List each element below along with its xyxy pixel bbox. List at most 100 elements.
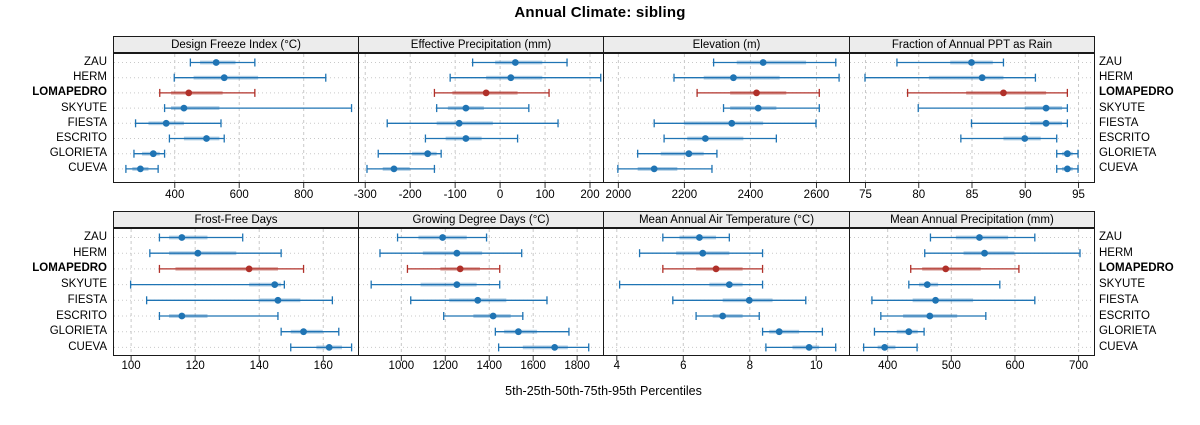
band-25-75 <box>928 75 1004 80</box>
median-dot <box>650 165 658 173</box>
panel-title: Frost-Free Days <box>194 213 278 226</box>
panel-title: Fraction of Annual PPT as Rain <box>891 38 1053 51</box>
x-tick-label: 2000 <box>605 189 632 201</box>
median-dot <box>462 104 470 112</box>
x-tick-label: 90 <box>1018 189 1032 201</box>
series-row-lomapedro <box>159 88 256 97</box>
series-row-escrito <box>168 134 225 143</box>
band-25-75 <box>736 60 807 65</box>
panel-border <box>603 228 850 356</box>
median-dot <box>942 265 950 273</box>
band-25-75 <box>522 345 568 350</box>
panel-plot-mean-annual-air-temperature-c <box>603 228 850 361</box>
series-row-fiesta <box>871 296 1036 305</box>
row-label-left-lomapedro: LOMAPEDRO <box>32 86 107 99</box>
row-label-right-skyute: SKYUTE <box>1099 278 1146 291</box>
median-dot <box>455 119 463 127</box>
median-dot <box>453 281 461 288</box>
series-row-glorieta <box>1056 149 1079 158</box>
median-dot <box>775 328 783 336</box>
series-row-fiesta <box>134 119 222 128</box>
panel-title: Effective Precipitation (mm) <box>410 38 552 51</box>
band-25-75 <box>249 282 282 287</box>
panel-plot-elevation-m <box>603 53 850 188</box>
panel-plot-growing-degree-days-c <box>358 228 604 361</box>
row-label-right-escrito: ESCRITO <box>1099 132 1150 144</box>
row-label-right-lomapedro: LOMAPEDRO <box>1099 86 1174 99</box>
median-dot <box>753 89 760 97</box>
series-row-skyute <box>917 104 1069 113</box>
x-tick-label: 4 <box>613 360 620 372</box>
x-tick-label: 10 <box>809 360 823 372</box>
series-row-herm <box>149 249 282 258</box>
x-tick-label: 0 <box>496 189 504 201</box>
band-25-75 <box>912 298 974 303</box>
band-25-75 <box>422 251 483 256</box>
panel-border <box>358 228 604 356</box>
series-row-fiesta <box>145 296 334 305</box>
band-25-75 <box>169 235 208 240</box>
series-row-lomapedro <box>696 88 820 97</box>
row-label-right-glorieta: GLORIETA <box>1099 325 1157 338</box>
series-row-glorieta <box>494 327 570 336</box>
median-dot <box>754 104 762 112</box>
panel-plot-design-freeze-index-c <box>113 53 359 188</box>
panel-border <box>849 53 1095 183</box>
panel-strip-frost-free-days: Frost-Free Days <box>113 211 359 228</box>
panel-plot-fraction-of-annual-ppt-as-rain <box>849 53 1095 188</box>
x-tick-label: 8 <box>746 360 753 372</box>
band-25-75 <box>171 106 220 110</box>
series-row-lomapedro <box>662 264 764 273</box>
band-25-75 <box>922 267 981 271</box>
median-dot <box>551 344 559 351</box>
row-label-right-skyute: SKYUTE <box>1099 101 1146 114</box>
series-row-escrito <box>960 134 1058 143</box>
x-tick-label: 2200 <box>671 189 698 201</box>
band-25-75 <box>169 251 237 256</box>
series-row-herm <box>638 249 764 258</box>
series-row-lomapedro <box>910 264 1020 273</box>
median-dot <box>1063 150 1071 158</box>
median-dot <box>712 265 720 273</box>
x-tick-label: 600 <box>1005 360 1025 372</box>
median-dot <box>699 249 707 257</box>
series-row-lomapedro <box>406 264 501 273</box>
series-row-herm <box>924 249 1081 258</box>
series-row-skyute <box>129 280 285 289</box>
x-tick-label: 140 <box>249 360 269 372</box>
band-25-75 <box>769 329 800 334</box>
x-tick-label: 120 <box>185 360 205 372</box>
series-row-lomapedro <box>158 264 305 273</box>
median-dot <box>759 59 767 66</box>
panel-strip-mean-annual-air-temperature-c: Mean Annual Air Temperature (°C) <box>603 211 850 228</box>
median-dot <box>728 119 736 127</box>
row-label-left-herm: HERM <box>73 71 107 84</box>
median-dot <box>725 281 733 288</box>
series-row-zau <box>158 233 244 242</box>
median-dot <box>515 328 522 336</box>
series-row-skyute <box>618 280 764 289</box>
series-row-fiesta <box>970 119 1069 128</box>
median-dot <box>474 296 482 304</box>
row-label-right-glorieta: GLORIETA <box>1099 147 1157 160</box>
band-25-75 <box>175 267 278 271</box>
median-dot <box>976 234 983 241</box>
series-row-glorieta <box>761 327 824 336</box>
series-row-cueva <box>765 343 837 352</box>
row-label-left-glorieta: GLORIETA <box>49 147 107 160</box>
series-row-lomapedro <box>906 88 1069 97</box>
x-tick-label: 700 <box>1068 360 1089 372</box>
x-tick-label: 2600 <box>803 189 830 201</box>
series-row-cueva <box>366 164 436 173</box>
series-row-skyute <box>722 104 820 113</box>
row-label-left-herm: HERM <box>73 246 107 259</box>
row-label-left-fiesta: FIESTA <box>67 116 107 129</box>
panel-plot-frost-free-days <box>113 228 359 361</box>
series-row-zau <box>396 233 488 242</box>
x-tick-label: 100 <box>535 189 555 201</box>
median-dot <box>424 150 432 158</box>
series-row-lomapedro <box>433 88 550 97</box>
x-tick-label: 1800 <box>564 360 590 372</box>
median-dot <box>489 312 497 320</box>
